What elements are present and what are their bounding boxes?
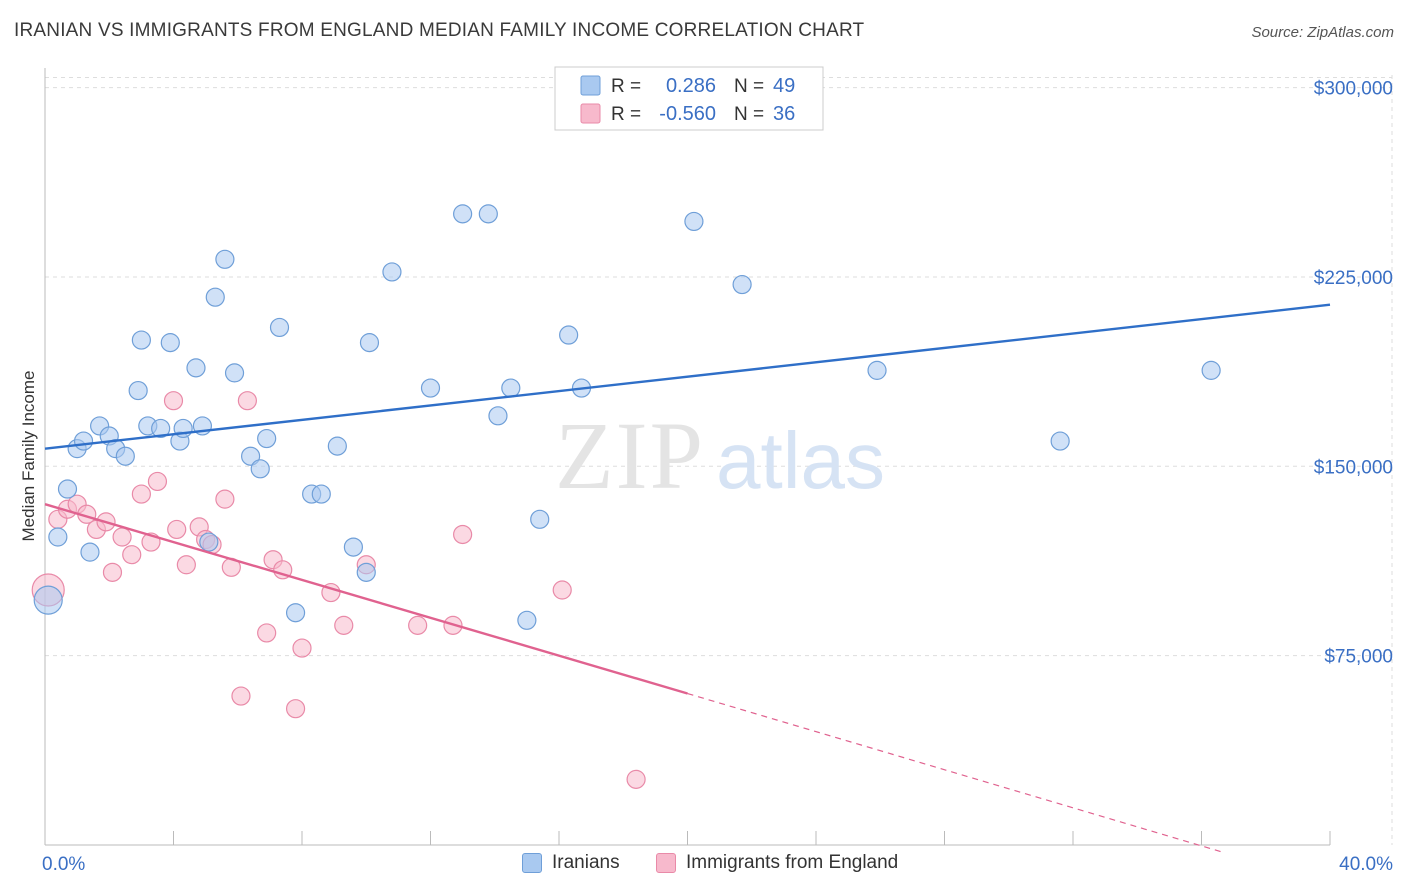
trend-lines xyxy=(44,303,1331,854)
iranians-point-35 xyxy=(420,378,441,398)
iranians-point-48 xyxy=(1201,360,1221,380)
england-point-8 xyxy=(112,527,132,547)
x-tick-label-max: 40.0% xyxy=(1339,854,1393,875)
axes xyxy=(44,68,1331,846)
legend-item-immigrants-from-england: Immigrants from England xyxy=(656,852,898,874)
iranians-point-20 xyxy=(205,287,225,307)
trend-line-england xyxy=(44,503,688,695)
legend-swatch-england-bottom xyxy=(656,853,676,873)
iranians-point-46 xyxy=(867,360,887,380)
england-point-22 xyxy=(237,391,257,411)
iranians-point-5 xyxy=(80,542,100,562)
england-point-10 xyxy=(131,484,151,504)
iranians-point-11 xyxy=(131,330,151,350)
iranians-point-47 xyxy=(1050,431,1070,451)
watermark-atlas: atlas xyxy=(716,416,885,505)
iranians-point-21 xyxy=(215,249,235,269)
england-point-9 xyxy=(122,545,142,565)
iranians-point-22 xyxy=(224,363,245,383)
iranians-point-10 xyxy=(128,380,148,401)
iranians-point-0 xyxy=(33,585,63,615)
england-point-33 xyxy=(453,524,473,545)
legend-stats: R = 0.286 N = 49 R = -0.560 N = 36 xyxy=(554,66,824,131)
iranians-point-44 xyxy=(684,211,704,232)
iranians-point-27 xyxy=(285,603,306,623)
england-point-21 xyxy=(231,686,251,706)
iranians-point-32 xyxy=(356,562,376,582)
england-point-12 xyxy=(147,471,168,492)
x-tick-label-min: 0.0% xyxy=(42,854,85,875)
england-point-31 xyxy=(408,615,428,635)
iranians-point-34 xyxy=(382,262,402,282)
iranians-point-41 xyxy=(530,509,550,529)
england-point-15 xyxy=(176,555,196,575)
iranians-point-33 xyxy=(359,333,380,353)
iranians-point-39 xyxy=(501,378,521,398)
iranians-point-4 xyxy=(73,431,94,451)
england-point-26 xyxy=(285,699,306,719)
iranians-point-26 xyxy=(269,317,290,338)
trend-line-england-extension xyxy=(687,692,1225,854)
england-point-7 xyxy=(102,562,123,582)
y-tick-label-0: $75,000 xyxy=(1324,647,1393,668)
iranians-point-9 xyxy=(115,446,135,466)
trend-line-iranians xyxy=(44,303,1331,450)
legend-r-value-2: -0.560 xyxy=(659,103,716,125)
england-point-29 xyxy=(334,615,354,635)
y-axis-label: Median Family Income xyxy=(19,370,38,541)
legend-r-value-1: 0.286 xyxy=(666,75,716,97)
legend-swatch-iranians-bottom xyxy=(522,853,542,873)
iranians-point-31 xyxy=(343,537,363,557)
england-point-35 xyxy=(626,769,646,789)
iranians-point-25 xyxy=(257,428,277,449)
england-point-27 xyxy=(292,638,312,658)
iranians-point-45 xyxy=(732,274,752,295)
series-iranians xyxy=(33,204,1221,630)
iranians-point-23 xyxy=(241,446,261,466)
legend-r-label-2: R = xyxy=(611,104,641,125)
england-point-13 xyxy=(163,391,184,411)
y-tick-label-3: $300,000 xyxy=(1314,79,1393,100)
iranians-point-36 xyxy=(453,204,473,224)
iranians-point-29 xyxy=(311,484,331,504)
chart-title: IRANIAN VS IMMIGRANTS FROM ENGLAND MEDIA… xyxy=(14,20,865,41)
iranians-point-14 xyxy=(160,333,180,353)
england-point-19 xyxy=(215,489,235,509)
legend-label-immigrants-from-england: Immigrants from England xyxy=(686,852,899,873)
legend-n-value-2: 36 xyxy=(773,103,795,125)
legend-r-label-1: R = xyxy=(611,76,641,97)
watermark: ZIP atlas xyxy=(555,402,885,509)
y-tick-label-2: $225,000 xyxy=(1314,268,1393,289)
iranians-point-40 xyxy=(517,610,537,630)
iranians-point-19 xyxy=(199,532,219,552)
legend-swatch-immigrants-from-england xyxy=(580,103,601,124)
tick-labels: $75,000 $150,000 $225,000 $300,000 0.0% 40.0% xyxy=(42,79,1393,875)
iranians-point-13 xyxy=(151,418,171,439)
legend-label-iranians: Iranians xyxy=(552,852,620,873)
iranians-point-24 xyxy=(250,459,270,479)
legend-n-label-2: N = xyxy=(734,104,764,125)
legend-n-value-1: 49 xyxy=(773,75,795,97)
legend-n-label-1: N = xyxy=(734,76,764,97)
y-tick-label-1: $150,000 xyxy=(1314,457,1393,478)
iranians-point-37 xyxy=(478,204,498,224)
england-point-23 xyxy=(257,623,277,643)
england-point-34 xyxy=(552,580,572,600)
iranians-point-38 xyxy=(488,406,508,426)
source-credit: Source: ZipAtlas.com xyxy=(1251,24,1394,41)
iranians-point-17 xyxy=(186,358,206,378)
legend-swatch-iranians xyxy=(580,75,601,96)
legend-item-iranians: Iranians xyxy=(522,852,620,874)
iranians-point-2 xyxy=(57,479,78,499)
legend-bottom: Iranians Immigrants from England xyxy=(0,852,1406,878)
iranians-point-1 xyxy=(48,527,68,547)
iranians-point-30 xyxy=(327,436,347,456)
iranians-point-42 xyxy=(559,325,579,345)
watermark-zip: ZIP xyxy=(555,402,705,509)
england-point-14 xyxy=(167,519,187,540)
